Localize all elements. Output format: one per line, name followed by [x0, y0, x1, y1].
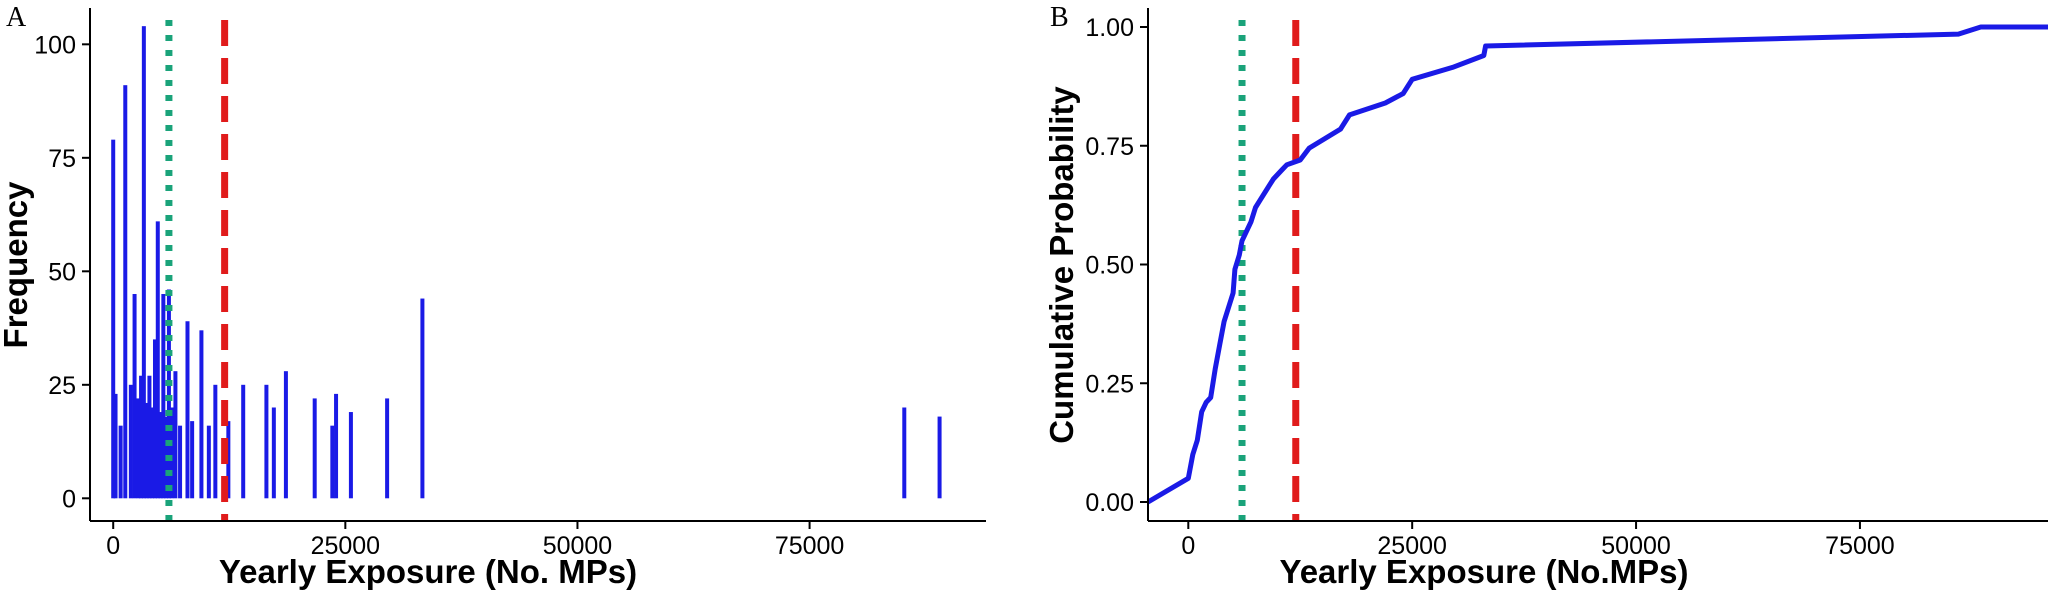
x-tick-label: 25000: [1377, 532, 1447, 560]
histogram-bar: [132, 294, 137, 499]
histogram-bar: [169, 407, 174, 499]
histogram-bar: [128, 384, 133, 499]
panel-b-x-ticks: 0 25000 50000 75000: [1181, 521, 1895, 560]
histogram-bar: [185, 321, 190, 499]
histogram-bar: [150, 407, 155, 499]
histogram-bar: [118, 425, 123, 499]
y-tick-label: 0: [62, 485, 76, 513]
histogram-bar: [178, 425, 183, 499]
y-tick-label: 0.75: [1085, 133, 1134, 161]
histogram-bar: [155, 221, 160, 499]
y-tick-label: 0.00: [1085, 489, 1134, 517]
panel-b-letter: B: [1050, 2, 1069, 33]
histogram-bar: [152, 339, 157, 499]
panel-a-y-axis-title: Frequency: [0, 181, 34, 349]
panel-a-reference-lines: [165, 20, 229, 521]
histogram-bar: [136, 398, 141, 499]
histogram-bar: [271, 407, 276, 499]
y-tick-label: 1.00: [1085, 14, 1134, 42]
x-tick-label: 75000: [775, 532, 845, 560]
y-tick-label: 75: [48, 145, 76, 173]
x-tick-label: 25000: [311, 532, 381, 560]
panel-a-x-axis-title: Yearly Exposure (No. MPs): [219, 553, 637, 590]
histogram-bar: [199, 330, 204, 499]
histogram-bar: [144, 402, 149, 499]
x-tick-label: 0: [1181, 532, 1195, 560]
histogram-bar: [173, 371, 178, 499]
panel-a-bars: [111, 26, 942, 499]
histogram-bar: [334, 393, 339, 499]
histogram-bar: [283, 371, 288, 499]
panel-a-axes: [89, 8, 986, 522]
histogram-bar: [206, 425, 211, 499]
histogram-bar: [330, 425, 335, 499]
panel-b-axes: [1147, 8, 2048, 522]
y-tick-label: 25: [48, 372, 76, 400]
histogram-bar: [264, 384, 269, 499]
histogram-bar: [113, 393, 118, 499]
histogram-bar: [123, 85, 128, 499]
x-tick-label: 75000: [1825, 532, 1895, 560]
x-tick-label: 50000: [1601, 532, 1671, 560]
panel-a-histogram: A 0 25 50 75 100 0 25000 50000 75000 Yearly Exp…: [0, 2, 986, 590]
histogram-bar: [161, 294, 166, 499]
panel-a-y-ticks: 0 25 50 75 100: [34, 31, 90, 513]
histogram-bar: [312, 398, 317, 499]
histogram-bar: [241, 384, 246, 499]
histogram-bar: [213, 384, 218, 499]
panel-b-y-ticks: 0.00 0.25 0.50 0.75 1.00: [1085, 14, 1148, 517]
histogram-bar: [420, 298, 425, 499]
histogram-bar: [166, 289, 171, 499]
histogram-bar: [111, 139, 116, 499]
histogram-bar: [937, 416, 942, 499]
histogram-bar: [158, 412, 163, 499]
y-tick-label: 50: [48, 258, 76, 286]
histogram-bar: [348, 412, 353, 499]
histogram-bar: [139, 375, 144, 499]
histogram-bar: [190, 421, 195, 499]
panel-b-reference-lines: [1238, 20, 1300, 521]
y-tick-label: 0.25: [1085, 370, 1134, 398]
histogram-bar: [141, 26, 146, 499]
panel-a-letter: A: [6, 2, 27, 33]
histogram-bar: [385, 398, 390, 499]
panel-b-ecdf-line: [1146, 24, 2048, 505]
panel-a-x-ticks: 0 25000 50000 75000: [106, 521, 844, 560]
y-tick-label: 100: [34, 31, 76, 59]
y-tick-label: 0.50: [1085, 252, 1134, 280]
histogram-bar: [147, 375, 152, 499]
panel-b-y-axis-title: Cumulative Probability: [1043, 86, 1080, 444]
x-tick-label: 0: [106, 532, 120, 560]
x-tick-label: 50000: [543, 532, 613, 560]
histogram-bar: [902, 407, 907, 499]
panel-b-cumulative: B 0.000.250.500.751.00 0 25000 50000 75000 …: [1043, 2, 2048, 590]
panel-b-x-axis-title: Yearly Exposure (No.MPs): [1280, 553, 1689, 590]
histogram-bar: [226, 421, 231, 499]
